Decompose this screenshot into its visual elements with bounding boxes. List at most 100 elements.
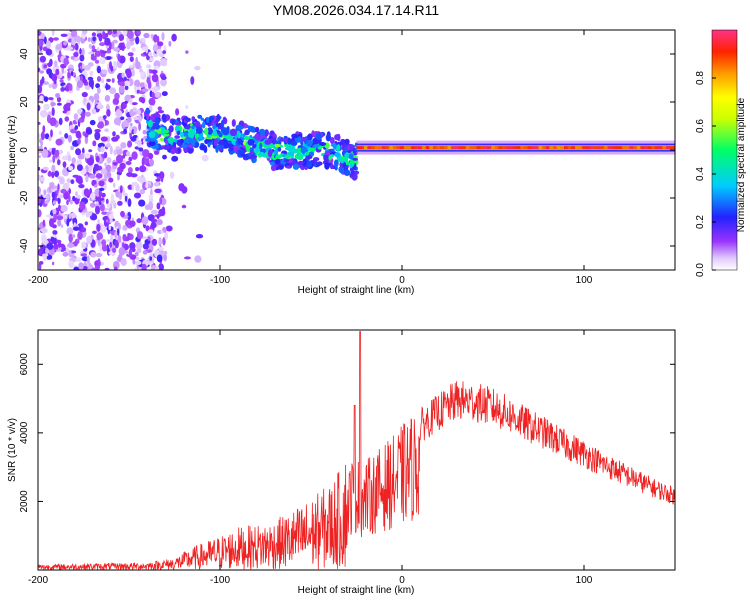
- heatmap-cell: [99, 203, 105, 212]
- heatmap-cell: [197, 114, 203, 119]
- heatmap-cell: [58, 117, 63, 126]
- heatmap-cell: [153, 65, 160, 70]
- heatmap-cell: [126, 30, 134, 39]
- line-core: [498, 146, 503, 150]
- line-core: [389, 146, 394, 150]
- heatmap-cell: [118, 34, 125, 41]
- heatmap-cell: [124, 100, 128, 104]
- line-core: [473, 146, 478, 150]
- heatmap-cell: [79, 48, 82, 55]
- heatmap-cell: [122, 192, 128, 197]
- x-tick-label: -200: [28, 575, 48, 586]
- colorbar-ticks: 0.0 0.2 0.4 0.6 0.8: [695, 71, 716, 277]
- heatmap-cell: [95, 83, 100, 89]
- heatmap-cell: [45, 48, 53, 56]
- heatmap-cell: [95, 205, 100, 215]
- heatmap-cell: [87, 37, 91, 42]
- heatmap-cell: [300, 146, 308, 154]
- heatmap-cell: [41, 76, 45, 84]
- line-core: [400, 146, 405, 150]
- line-core: [669, 146, 674, 150]
- heatmap-cell: [116, 228, 120, 236]
- heatmap-cell: [156, 202, 161, 210]
- heatmap-cell: [284, 147, 291, 151]
- heatmap-cell: [201, 154, 209, 162]
- line-core: [673, 146, 675, 150]
- heatmap-cell: [168, 125, 174, 133]
- heatmap-cell: [48, 136, 52, 142]
- heatmap-cell: [94, 50, 102, 57]
- heatmap-cell: [53, 37, 59, 41]
- heatmap-cell: [56, 215, 64, 221]
- heatmap-cell: [106, 78, 111, 82]
- heatmap-cell: [40, 131, 45, 141]
- heatmap-cell: [118, 55, 126, 64]
- heatmap-cell: [150, 33, 154, 39]
- heatmap-cell: [85, 111, 91, 117]
- heatmap-cell: [134, 140, 142, 145]
- heatmap-cell: [127, 233, 131, 237]
- heatmap-cell: [349, 173, 354, 178]
- heatmap-cell: [146, 113, 150, 121]
- heatmap-cell: [345, 161, 350, 165]
- heatmap-cell: [97, 101, 102, 109]
- heatmap-cell: [150, 221, 157, 229]
- heatmap-cell: [62, 110, 67, 114]
- heatmap-cell: [51, 261, 55, 266]
- heatmap-cell: [57, 159, 61, 166]
- line-core: [502, 146, 507, 150]
- heatmap-cell: [218, 132, 223, 138]
- heatmap-cell: [100, 136, 108, 142]
- heatmap-cell: [135, 256, 140, 261]
- line-core: [655, 146, 660, 150]
- heatmap-cell: [178, 183, 185, 192]
- snr-frame: [37, 329, 676, 571]
- heatmap-cell: [67, 243, 75, 249]
- heatmap-cell: [168, 40, 172, 47]
- heatmap-cell: [115, 146, 121, 150]
- heatmap-cell: [50, 236, 55, 242]
- heatmap-cell: [88, 164, 92, 173]
- heatmap-cell: [53, 75, 57, 85]
- heatmap-cell: [128, 157, 133, 162]
- heatmap-cell: [141, 157, 145, 167]
- heatmap-cell: [89, 70, 94, 76]
- heatmap-cell: [152, 44, 158, 52]
- heatmap-cell: [43, 64, 48, 69]
- heatmap-cell: [151, 264, 157, 270]
- heatmap-cell: [113, 117, 122, 126]
- heatmap-cell: [148, 194, 154, 199]
- heatmap-cell: [60, 205, 68, 212]
- heatmap-cell: [38, 104, 41, 112]
- heatmap-cell: [127, 167, 133, 174]
- heatmap-cell: [146, 64, 152, 69]
- heatmap-cell: [81, 63, 85, 70]
- heatmap-cell: [55, 49, 59, 53]
- heatmap-cell: [52, 208, 57, 215]
- heatmap-cell: [86, 235, 93, 244]
- heatmap-cell: [38, 174, 42, 181]
- heatmap-cell: [136, 231, 144, 240]
- heatmap-cell: [70, 145, 74, 151]
- heatmap-cell: [334, 152, 341, 158]
- heatmap-cell: [236, 125, 244, 130]
- heatmap-cell: [39, 138, 43, 144]
- heatmap-cell: [38, 209, 42, 218]
- heatmap-cell: [39, 95, 44, 104]
- heatmap-cell: [122, 30, 128, 36]
- heatmap-cell: [135, 241, 143, 250]
- heatmap-cell: [73, 51, 79, 58]
- heatmap-cell: [184, 256, 191, 260]
- line-core: [374, 146, 379, 150]
- heatmap-cell: [117, 235, 122, 244]
- heatmap-cell: [38, 227, 41, 231]
- heatmap-cell: [49, 58, 53, 67]
- heatmap-cell: [53, 185, 58, 189]
- line-core: [371, 146, 376, 150]
- heatmap-cell: [161, 113, 167, 121]
- line-core: [462, 146, 467, 150]
- heatmap-cell: [127, 52, 134, 57]
- heatmap-cell: [100, 146, 105, 153]
- heatmap-cell: [175, 108, 180, 116]
- heatmap-cell: [88, 43, 93, 49]
